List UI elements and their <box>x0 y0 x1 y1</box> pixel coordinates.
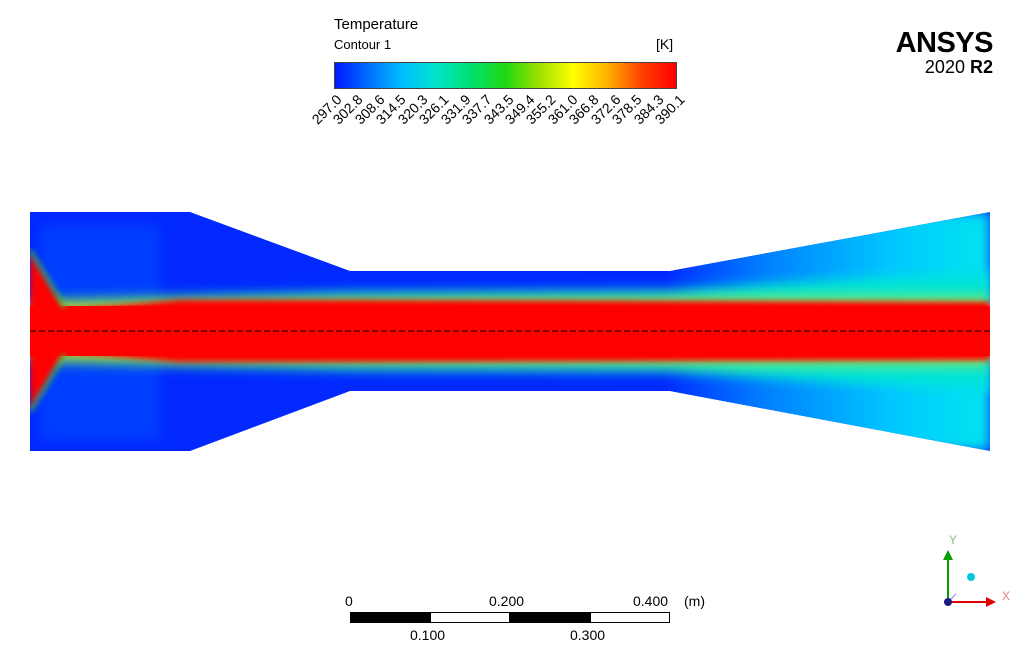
axis-triad[interactable]: Y X <box>930 530 1010 620</box>
view-sphere-icon <box>967 573 975 581</box>
scale-label-100: 0.100 <box>410 627 446 643</box>
legend-subtitle: Contour 1 <box>334 37 392 52</box>
ansys-logo: ANSYS 2020 R2 <box>895 27 994 76</box>
logo-version-release: R2 <box>969 57 993 77</box>
scale-label-0: 0 <box>345 593 353 609</box>
x-axis-label: X <box>1002 589 1010 603</box>
scale-segment-3 <box>510 612 590 623</box>
logo-version: 2020 R2 <box>896 58 993 76</box>
scale-segment-4 <box>590 612 670 623</box>
legend-title: Temperature <box>334 16 419 33</box>
scale-segment-2 <box>430 612 510 623</box>
scale-label-400: 0.400 <box>633 593 669 609</box>
logo-version-year: 2020 <box>924 57 965 77</box>
x-axis-arrowhead <box>986 597 996 607</box>
scale-unit: (m) <box>684 593 705 609</box>
y-axis-label: Y <box>949 533 957 547</box>
legend-unit: [K] <box>656 36 674 52</box>
triad-origin <box>944 598 952 606</box>
scale-label-300: 0.300 <box>570 627 606 643</box>
logo-brand: ANSYS <box>895 27 994 59</box>
temperature-colorbar <box>334 62 677 89</box>
y-axis-arrowhead <box>943 550 953 560</box>
scale-label-200: 0.200 <box>489 593 525 609</box>
scale-segment-1 <box>350 612 430 623</box>
